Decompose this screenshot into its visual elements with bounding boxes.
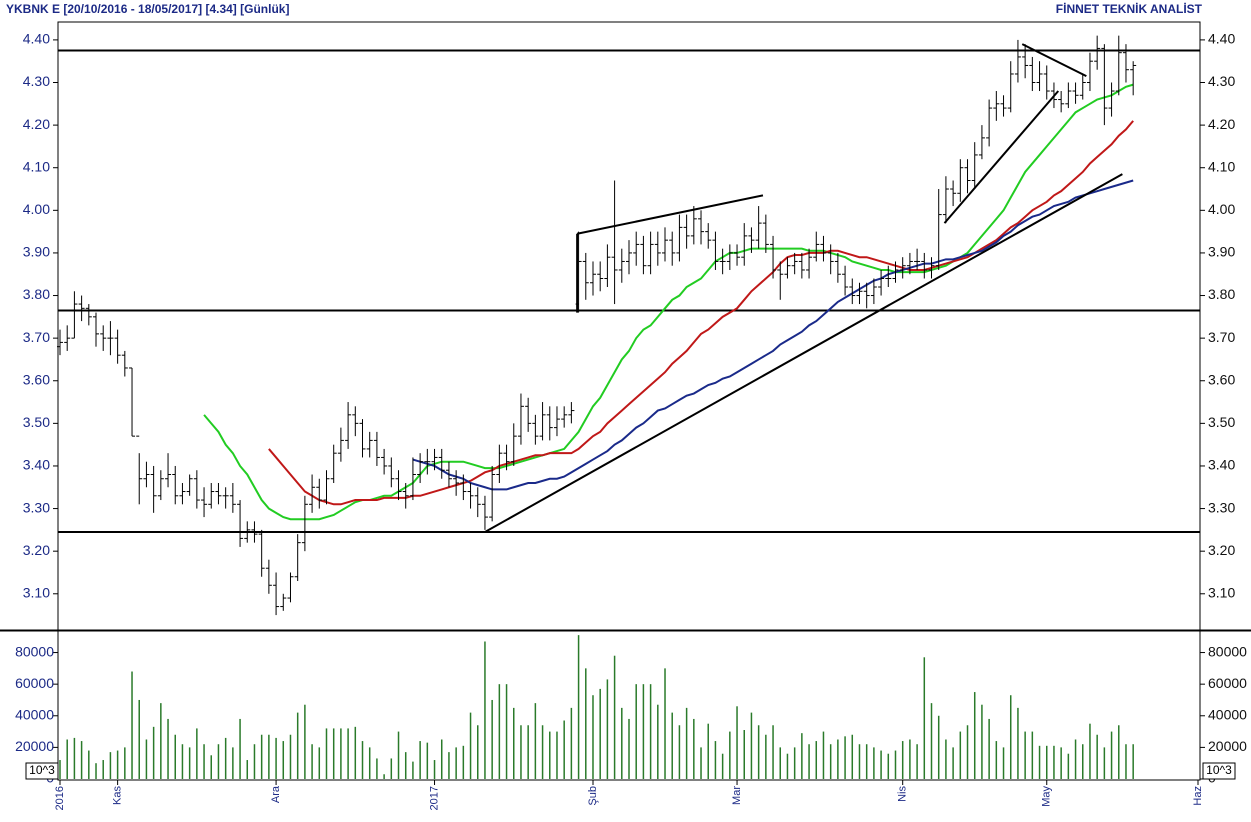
trend-line bbox=[576, 194, 764, 235]
moving-average-line bbox=[412, 179, 1134, 491]
y-tick-label: 3.70 bbox=[1208, 329, 1235, 345]
y-tick-label: 4.00 bbox=[23, 201, 50, 217]
volume-tick-label: 60000 bbox=[15, 675, 54, 691]
x-tick-label: May bbox=[1041, 786, 1053, 807]
y-tick-label: 3.80 bbox=[23, 286, 50, 302]
x-tick-label: Kas bbox=[112, 786, 124, 805]
y-tick-label: 4.10 bbox=[23, 158, 50, 174]
y-tick-label: 4.40 bbox=[1208, 31, 1235, 47]
y-tick-label: 3.70 bbox=[23, 329, 50, 345]
x-tick-label: 2016 bbox=[54, 786, 66, 810]
moving-average-line bbox=[203, 83, 1134, 521]
unit-box bbox=[1202, 762, 1236, 780]
trend-line bbox=[1021, 43, 1087, 78]
x-tick-label: Nis bbox=[897, 786, 909, 802]
y-tick-label: 4.40 bbox=[23, 31, 50, 47]
volume-tick-label: 20000 bbox=[15, 738, 54, 754]
y-tick-label: 3.20 bbox=[23, 542, 50, 558]
volume-tick-label: 60000 bbox=[1208, 675, 1247, 691]
y-tick-label: 3.60 bbox=[23, 371, 50, 387]
y-tick-label: 3.90 bbox=[23, 244, 50, 260]
volume-tick-label: 80000 bbox=[1208, 643, 1247, 659]
x-tick-label: 2017 bbox=[428, 786, 440, 810]
y-tick-label: 3.10 bbox=[1208, 584, 1235, 600]
volume-unit: 10^3 bbox=[29, 763, 55, 777]
volume-tick-label: 80000 bbox=[15, 643, 54, 659]
chart-source: FİNNET TEKNİK ANALİST bbox=[1056, 1, 1203, 16]
x-tick-label: Haz bbox=[1192, 786, 1204, 806]
volume-unit: 10^3 bbox=[1206, 763, 1232, 777]
volume-tick-label: 20000 bbox=[1208, 738, 1247, 754]
trend-line bbox=[943, 90, 1060, 224]
y-tick-label: 3.10 bbox=[23, 584, 50, 600]
chart-title: YKBNK E [20/10/2016 - 18/05/2017] [4.34]… bbox=[6, 2, 289, 16]
unit-box bbox=[25, 762, 59, 780]
y-tick-label: 3.30 bbox=[23, 499, 50, 515]
y-tick-label: 4.30 bbox=[1208, 73, 1235, 89]
y-tick-label: 3.30 bbox=[1208, 499, 1235, 515]
volume-tick-label: 40000 bbox=[1208, 706, 1247, 722]
y-tick-label: 3.80 bbox=[1208, 286, 1235, 302]
x-tick-label: Ara bbox=[270, 785, 282, 803]
y-tick-label: 4.20 bbox=[23, 116, 50, 132]
y-tick-label: 3.50 bbox=[23, 414, 50, 430]
y-tick-label: 3.60 bbox=[1208, 371, 1235, 387]
y-tick-label: 3.20 bbox=[1208, 542, 1235, 558]
trend-line bbox=[484, 173, 1123, 533]
x-tick-label: Mar bbox=[731, 786, 743, 805]
y-tick-label: 4.20 bbox=[1208, 116, 1235, 132]
y-tick-label: 3.40 bbox=[23, 457, 50, 473]
volume-tick-label: 40000 bbox=[15, 706, 54, 722]
y-tick-label: 4.10 bbox=[1208, 158, 1235, 174]
y-tick-label: 3.40 bbox=[1208, 457, 1235, 473]
y-tick-label: 3.90 bbox=[1208, 244, 1235, 260]
y-tick-label: 3.50 bbox=[1208, 414, 1235, 430]
x-tick-label: Şub bbox=[587, 786, 599, 806]
y-tick-label: 4.30 bbox=[23, 73, 50, 89]
y-tick-label: 4.00 bbox=[1208, 201, 1235, 217]
